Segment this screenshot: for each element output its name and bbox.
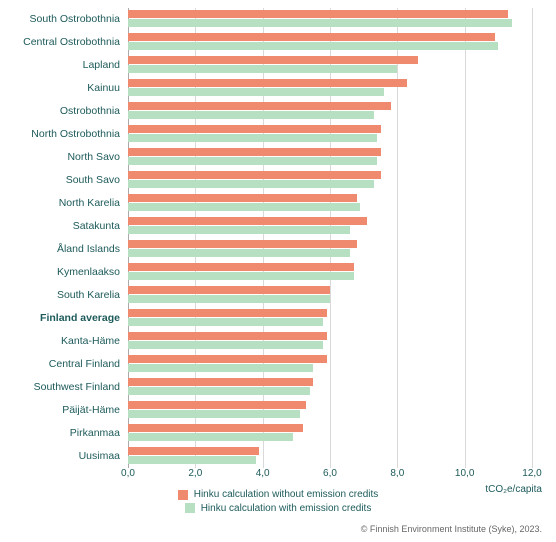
category-label: Lapland xyxy=(0,60,124,71)
x-tick: 6,0 xyxy=(323,468,337,479)
bar-segment xyxy=(128,433,293,441)
category-label: Pirkanmaa xyxy=(0,428,124,439)
x-tick: 12,0 xyxy=(522,468,541,479)
x-tick: 8,0 xyxy=(390,468,404,479)
bar-segment xyxy=(128,378,313,386)
bar-segment xyxy=(128,318,323,326)
bar-segment xyxy=(128,410,300,418)
bar-segment xyxy=(128,240,357,248)
category-label: Ostrobothnia xyxy=(0,106,124,117)
x-tick: 2,0 xyxy=(188,468,202,479)
gridline xyxy=(128,8,129,468)
bar-segment xyxy=(128,56,418,64)
category-label: Southwest Finland xyxy=(0,382,124,393)
category-label: Central Finland xyxy=(0,359,124,370)
bar-segment xyxy=(128,88,384,96)
bar-segment xyxy=(128,309,327,317)
x-axis: 0,02,04,06,08,010,012,0 xyxy=(128,468,532,486)
category-label: North Ostrobothnia xyxy=(0,129,124,140)
bar-segment xyxy=(128,171,381,179)
bar-segment xyxy=(128,355,327,363)
category-label: Kanta-Häme xyxy=(0,336,124,347)
bar-segment xyxy=(128,217,367,225)
bar-segment xyxy=(128,102,391,110)
bar-segment xyxy=(128,263,354,271)
category-label: South Karelia xyxy=(0,290,124,301)
bar-segment xyxy=(128,10,508,18)
category-label: South Savo xyxy=(0,175,124,186)
bar-segment xyxy=(128,148,381,156)
bar-segment xyxy=(128,180,374,188)
bar-segment xyxy=(128,157,377,165)
legend-swatch-icon xyxy=(185,503,195,513)
bar-segment xyxy=(128,79,407,87)
gridline xyxy=(263,8,264,468)
category-label: North Karelia xyxy=(0,198,124,209)
bar-segment xyxy=(128,295,330,303)
legend-label: Hinku calculation without emission credi… xyxy=(194,489,379,500)
category-label: Kymenlaakso xyxy=(0,267,124,278)
gridline xyxy=(195,8,196,468)
bar-segment xyxy=(128,387,310,395)
bar-segment xyxy=(128,194,357,202)
bar-segment xyxy=(128,226,350,234)
category-label: Satakunta xyxy=(0,221,124,232)
bar-segment xyxy=(128,286,330,294)
category-label: Uusimaa xyxy=(0,451,124,462)
emissions-bar-chart: South Ostrobothnia Central Ostrobothnia La… xyxy=(0,0,556,542)
bar-segment xyxy=(128,424,303,432)
category-label: Kainuu xyxy=(0,83,124,94)
gridline xyxy=(397,8,398,468)
gridline xyxy=(465,8,466,468)
bar-segment xyxy=(128,447,259,455)
legend-label: Hinku calculation with emission credits xyxy=(201,503,372,514)
bar-segment xyxy=(128,203,360,211)
bar-segment xyxy=(128,332,327,340)
x-tick: 4,0 xyxy=(256,468,270,479)
bar-segment xyxy=(128,42,498,50)
category-label: South Ostrobothnia xyxy=(0,14,124,25)
gridline xyxy=(330,8,331,468)
category-label: North Savo xyxy=(0,152,124,163)
bar-segment xyxy=(128,364,313,372)
bar-segment xyxy=(128,272,354,280)
x-tick: 10,0 xyxy=(455,468,474,479)
bar-segment xyxy=(128,134,377,142)
category-labels: South Ostrobothnia Central Ostrobothnia La… xyxy=(0,8,124,468)
plot-area xyxy=(128,8,532,468)
bar-segment xyxy=(128,111,374,119)
bar-segment xyxy=(128,249,350,257)
bar-segment xyxy=(128,456,256,464)
category-label: Åland Islands xyxy=(0,244,124,255)
legend-item-without: Hinku calculation without emission credi… xyxy=(178,489,379,500)
bar-segment xyxy=(128,125,381,133)
legend: Hinku calculation without emission credi… xyxy=(0,489,556,516)
category-label: Päijät-Häme xyxy=(0,405,124,416)
bar-segment xyxy=(128,19,512,27)
legend-item-with: Hinku calculation with emission credits xyxy=(185,503,372,514)
category-label: Central Ostrobothnia xyxy=(0,37,124,48)
x-tick: 0,0 xyxy=(121,468,135,479)
bar-segment xyxy=(128,341,323,349)
bar-segment xyxy=(128,401,306,409)
legend-swatch-icon xyxy=(178,490,188,500)
gridline xyxy=(532,8,533,468)
bar-segment xyxy=(128,65,397,73)
category-label: Finland average xyxy=(0,313,124,324)
credit-text: © Finnish Environment Institute (Syke), … xyxy=(361,524,542,534)
bar-segment xyxy=(128,33,495,41)
